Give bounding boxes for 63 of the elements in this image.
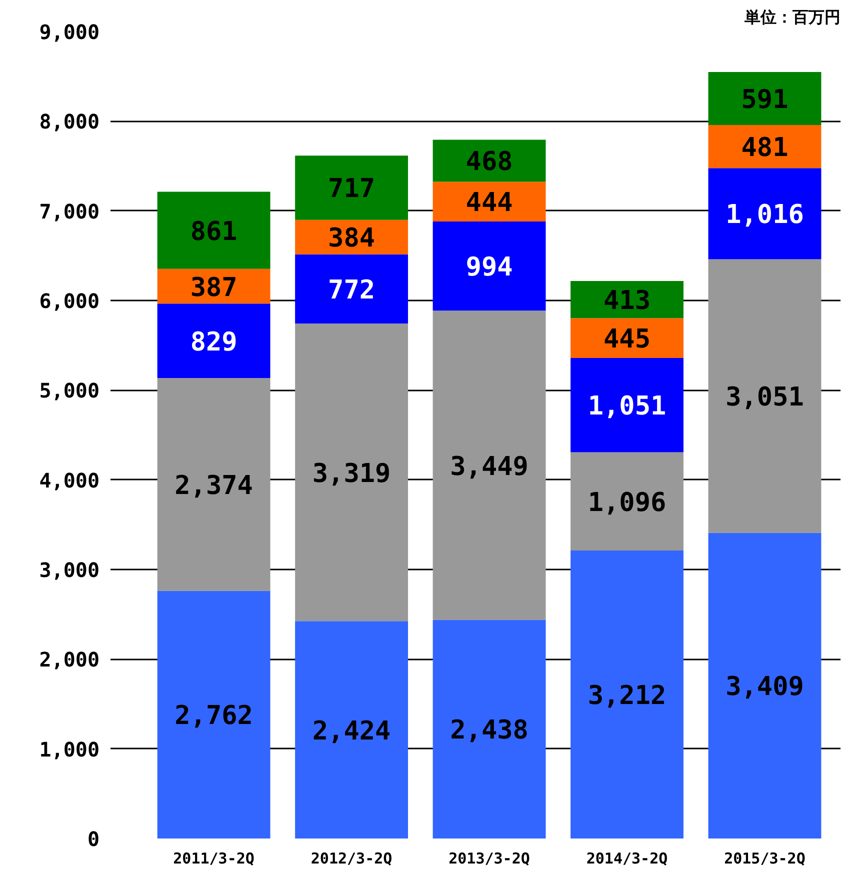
data-label: 3,449 xyxy=(450,452,528,482)
data-label: 717 xyxy=(328,174,376,204)
bar xyxy=(295,621,408,838)
data-label: 3,409 xyxy=(726,672,804,702)
y-tick-label: 9,000 xyxy=(39,20,100,44)
data-label: 481 xyxy=(741,133,788,164)
data-label: 3,319 xyxy=(312,458,391,489)
data-label: 384 xyxy=(328,224,376,254)
bar xyxy=(708,125,822,168)
bar xyxy=(157,378,270,591)
bar xyxy=(708,72,822,126)
text: 単位：百万円 xyxy=(744,8,840,26)
data-label: 1,096 xyxy=(588,488,666,518)
data-label: 2,374 xyxy=(174,470,253,501)
data-label: 1,016 xyxy=(726,200,804,230)
data-label: 3,051 xyxy=(726,382,804,413)
data-label: 861 xyxy=(190,216,238,247)
data-label: 444 xyxy=(466,188,513,218)
y-tick-label: 5,000 xyxy=(39,378,100,403)
bar xyxy=(157,192,270,269)
data-label: 413 xyxy=(604,286,650,316)
bar xyxy=(295,324,408,622)
data-label: 1,051 xyxy=(588,392,666,422)
y-tick-label: 1,000 xyxy=(39,737,100,762)
y-tick-label: 4,000 xyxy=(39,468,100,492)
data-label: 2,762 xyxy=(174,701,253,732)
y-tick-label: 3,000 xyxy=(39,558,100,582)
data-label: 387 xyxy=(190,272,238,303)
y-tick-label: 0 xyxy=(87,827,100,851)
bar xyxy=(432,310,546,620)
data-label: 829 xyxy=(190,327,238,358)
bar xyxy=(157,590,270,838)
data-label: 3,212 xyxy=(588,680,666,711)
x-tick-label: 2015/3-2Q xyxy=(724,850,806,868)
data-label: 468 xyxy=(466,147,513,178)
x-tick-label: 2011/3-2Q xyxy=(173,850,254,868)
bar xyxy=(708,168,822,260)
bar xyxy=(570,281,684,318)
x-tick-label: 2013/3-2Q xyxy=(448,850,530,868)
bar xyxy=(295,254,408,324)
bar xyxy=(157,304,270,378)
y-tick-label: 2,000 xyxy=(39,648,100,672)
bar xyxy=(432,222,546,311)
bar xyxy=(432,182,546,222)
bar xyxy=(708,532,822,838)
data-label: 994 xyxy=(466,252,513,283)
bar xyxy=(432,620,546,838)
bar xyxy=(295,156,408,220)
bar xyxy=(570,358,684,452)
x-tick-label: 2012/3-2Q xyxy=(310,850,392,868)
y-tick-label: 8,000 xyxy=(39,110,100,134)
bar xyxy=(708,259,822,533)
y-tick-label: 6,000 xyxy=(39,289,100,313)
bar xyxy=(570,550,684,838)
data-label: 591 xyxy=(741,85,788,116)
data-label: 772 xyxy=(328,275,376,306)
y-tick-label: 7,000 xyxy=(39,199,100,224)
data-label: 2,424 xyxy=(312,716,391,746)
bar xyxy=(570,318,684,358)
data-label: 445 xyxy=(604,324,650,355)
data-label: 2,438 xyxy=(450,716,528,746)
bar xyxy=(570,452,684,550)
x-tick-label: 2014/3-2Q xyxy=(586,850,668,868)
